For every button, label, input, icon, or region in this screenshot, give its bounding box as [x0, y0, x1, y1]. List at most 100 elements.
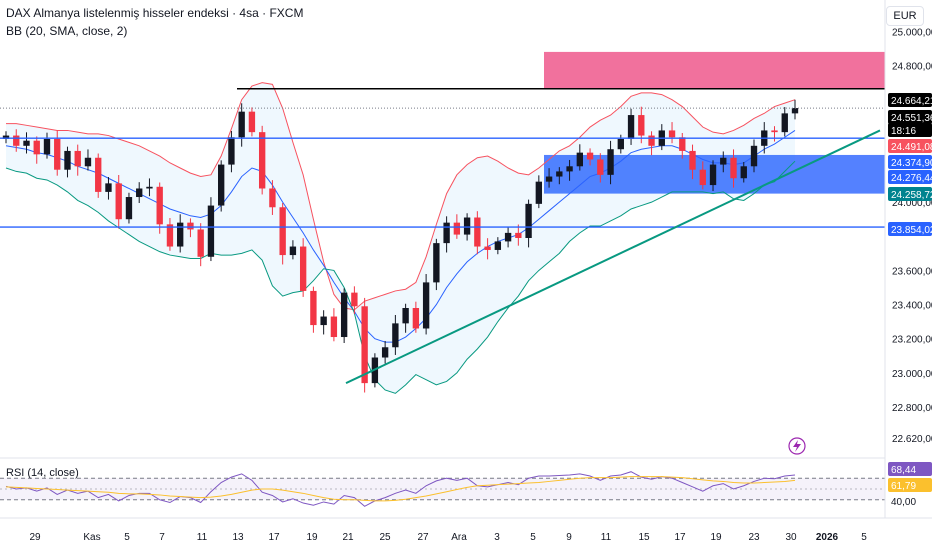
price-badge-label: 24.664,21: [891, 96, 932, 107]
candle-body: [535, 181, 543, 204]
time-tick-label: 30: [785, 532, 797, 543]
candle-body: [146, 186, 153, 189]
price-badge: [888, 187, 932, 201]
candle-body: [43, 138, 51, 155]
candle-body: [709, 164, 717, 186]
candle-body: [392, 323, 399, 348]
candle-body: [2, 135, 10, 139]
candle-body: [607, 149, 614, 175]
candle-body: [136, 188, 143, 198]
candle-body: [381, 347, 389, 358]
candle-body: [54, 138, 61, 170]
candle-body: [84, 157, 92, 167]
candle-body: [638, 115, 645, 136]
candle-body: [433, 243, 440, 283]
candle-body: [238, 111, 245, 138]
time-tick-label: 25: [379, 532, 391, 543]
time-tick-label: 11: [601, 532, 612, 543]
candle-body: [258, 132, 266, 189]
bb-lower-line: [5, 160, 796, 394]
candle-body: [648, 135, 655, 146]
price-badge: [888, 222, 932, 236]
candle-body: [443, 222, 450, 244]
candle-body: [515, 232, 522, 238]
candle-body: [474, 217, 481, 247]
candle-body: [740, 166, 747, 179]
candle-body: [627, 115, 635, 139]
price-badge: [888, 170, 932, 184]
time-tick-label: 9: [566, 532, 572, 543]
price-badge-label: 24.276,44: [891, 173, 932, 184]
candle-body: [207, 205, 215, 257]
time-tick-label: 19: [710, 532, 722, 543]
candle-body: [299, 246, 307, 291]
time-tick-label: Ara: [451, 532, 467, 543]
candle-body: [95, 157, 102, 192]
candle-body: [699, 169, 706, 186]
candle-body: [545, 176, 553, 182]
price-tick-label: 24.000,00: [892, 198, 932, 209]
candle-body: [750, 145, 758, 167]
chart-title: DAX Almanya listelenmiş hisseler endeksi…: [6, 6, 304, 20]
candle-body: [33, 140, 40, 155]
time-tick-label: 11: [197, 532, 208, 543]
trendline: [345, 129, 881, 385]
candle-body: [525, 203, 532, 238]
rsi-badge-label: 61,79: [891, 481, 916, 492]
candle-body: [218, 164, 225, 206]
time-tick-label: 29: [29, 532, 41, 543]
candle-body: [248, 111, 256, 133]
trendline[interactable]: [345, 129, 881, 385]
candle-body: [269, 188, 276, 208]
candle-body: [422, 282, 430, 329]
time-tick-label: 17: [674, 532, 686, 543]
time-tick-label: 5: [124, 532, 130, 543]
resistance-zone[interactable]: [544, 51, 885, 89]
candle-body: [197, 229, 204, 257]
candle-body: [228, 137, 235, 165]
time-tick-label: 17: [268, 532, 280, 543]
candle-body: [351, 292, 358, 307]
candle-body: [771, 130, 778, 133]
rsi-badge-label: 40,00: [891, 497, 916, 508]
price-tick-label: 23.200,00: [892, 335, 932, 346]
bb-indicator-legend[interactable]: BB (20, SMA, close, 2): [6, 24, 128, 38]
time-tick-label: 23: [748, 532, 760, 543]
price-badge: [888, 93, 932, 107]
price-badge-label: 24.374,90: [891, 158, 932, 169]
candle-body: [340, 292, 348, 338]
horizontal-levels: [0, 87, 885, 228]
price-badge: [888, 123, 932, 137]
candle-body: [279, 207, 286, 256]
rsi-indicator-legend[interactable]: RSI (14, close): [6, 467, 79, 479]
candle-body: [187, 222, 194, 230]
lightning-icon[interactable]: [788, 437, 806, 455]
candle-body: [74, 150, 81, 167]
currency-selector[interactable]: EUR: [886, 6, 924, 26]
candle-body: [23, 140, 30, 146]
candle-body: [125, 197, 133, 220]
bb-upper-line: [6, 82, 796, 311]
candle-body: [617, 138, 624, 150]
price-badge: [888, 139, 932, 153]
candle-body: [402, 308, 409, 324]
price-tick-label: 23.600,00: [892, 266, 932, 277]
price-axis: 25.000,00 24.800,00 24.000,00 23.600,00 23.4…: [884, 0, 932, 518]
price-tick-label: 23.000,00: [892, 369, 932, 380]
time-tick-label: 27: [417, 532, 429, 543]
candle-body: [412, 308, 420, 329]
candle-body: [13, 135, 20, 146]
price-badge-label: 23.854,02: [891, 225, 932, 236]
candle-body: [668, 130, 676, 138]
candle-body: [105, 183, 112, 192]
price-badge-label: 24.258,72: [891, 190, 932, 201]
time-tick-label: 3: [494, 532, 500, 543]
price-tick-label: 22.620,00: [892, 434, 932, 445]
price-tick-label: 24.800,00: [892, 62, 932, 73]
candle-body: [556, 171, 563, 177]
candle-body: [730, 157, 737, 179]
rsi-badge: [888, 494, 932, 508]
candle-body: [361, 306, 368, 384]
candle-body: [566, 166, 573, 172]
